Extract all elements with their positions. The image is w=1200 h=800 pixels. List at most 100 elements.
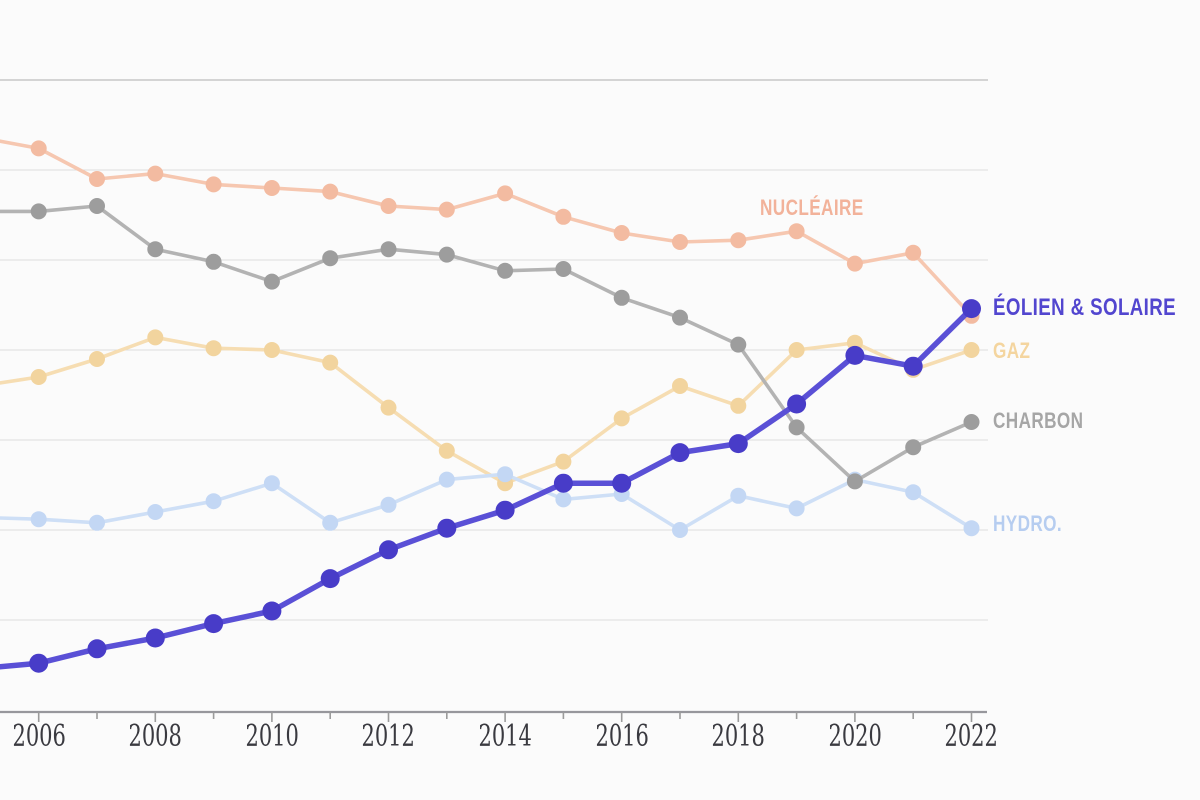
series-line-nucleaire xyxy=(0,139,974,318)
series-point-eolien xyxy=(29,653,49,673)
series-point-charbon xyxy=(322,250,339,267)
series-point-charbon xyxy=(672,309,688,326)
series-point-nucleaire xyxy=(322,183,339,200)
x-axis-label-text: 2006 xyxy=(11,719,66,754)
series-point-eolien xyxy=(495,500,515,520)
series-point-eolien xyxy=(787,394,807,414)
series-point-gaz xyxy=(788,342,805,358)
series-point-charbon xyxy=(89,198,105,214)
series-point-hydro xyxy=(89,514,105,531)
series-label-eolien-solaire: ÉOLIEN & SOLAIRE xyxy=(993,294,1177,321)
series-point-gaz xyxy=(205,340,222,357)
series-line-charbon xyxy=(0,204,974,484)
series-point-eolien xyxy=(204,614,224,634)
series-point-nucleaire xyxy=(613,225,630,241)
series-point-eolien xyxy=(87,639,107,659)
x-axis-label-text: 2014 xyxy=(478,719,532,754)
x-axis-label-text: 2020 xyxy=(828,719,882,754)
series-point-hydro xyxy=(555,491,572,508)
series-line-eolien xyxy=(0,305,975,670)
series-point-nucleaire xyxy=(380,198,397,214)
series-point-gaz xyxy=(147,329,164,346)
series-label-nucleaire: NUCLÉAIRE xyxy=(760,195,864,220)
x-axis-label-text: 2010 xyxy=(245,719,299,754)
series-point-hydro xyxy=(322,514,339,531)
series-point-eolien xyxy=(553,473,573,493)
series-label-hydro: HYDRO. xyxy=(993,511,1063,536)
series-point-eolien xyxy=(962,299,981,319)
series-point-hydro xyxy=(380,496,397,513)
series-point-charbon xyxy=(905,439,922,456)
series-point-eolien xyxy=(262,601,282,621)
series-label-gaz: GAZ xyxy=(993,338,1031,363)
x-axis-label: 2014 xyxy=(445,722,565,752)
x-axis-label: 2016 xyxy=(562,722,682,752)
x-axis-label: 2020 xyxy=(795,722,915,752)
x-axis-label-text: 2018 xyxy=(711,719,766,754)
series-point-charbon xyxy=(730,336,747,353)
series-point-nucleaire xyxy=(438,201,455,218)
series-point-hydro xyxy=(497,466,514,483)
series-line-gaz xyxy=(0,335,974,486)
series-point-charbon xyxy=(147,241,164,258)
x-axis-label-text: 2016 xyxy=(594,719,649,754)
series-point-eolien xyxy=(612,473,632,493)
series-point-hydro xyxy=(263,475,280,492)
series-point-gaz xyxy=(322,354,339,371)
series-point-hydro xyxy=(205,493,222,510)
series-point-gaz xyxy=(963,342,980,358)
series-point-eolien xyxy=(728,434,748,454)
series-point-charbon xyxy=(788,419,805,436)
series-point-eolien xyxy=(845,345,865,365)
series-point-gaz xyxy=(438,442,455,459)
series-point-eolien xyxy=(379,540,398,560)
series-point-gaz xyxy=(730,397,747,414)
series-point-eolien xyxy=(320,569,340,589)
series-point-hydro xyxy=(963,520,980,537)
series-point-gaz xyxy=(672,378,688,394)
series-point-nucleaire xyxy=(497,185,514,202)
series-point-gaz xyxy=(30,369,47,385)
series-point-nucleaire xyxy=(555,208,572,225)
x-axis-label: 2008 xyxy=(95,722,215,752)
series-line-hydro xyxy=(0,472,974,532)
series-point-charbon xyxy=(555,261,572,277)
series-point-gaz xyxy=(613,410,630,427)
x-axis-label-text: 2012 xyxy=(361,719,416,754)
series-point-nucleaire xyxy=(788,223,805,240)
series-point-gaz xyxy=(263,342,280,358)
x-axis-label: 2012 xyxy=(329,722,449,752)
series-point-eolien xyxy=(145,628,165,648)
series-point-nucleaire xyxy=(205,176,222,193)
series-point-eolien xyxy=(903,356,923,376)
series-point-nucleaire xyxy=(905,244,922,261)
x-axis-label-text: 2008 xyxy=(128,719,183,754)
series-label-charbon: CHARBON xyxy=(993,408,1084,433)
series-point-gaz xyxy=(89,351,105,367)
series-point-nucleaire xyxy=(672,234,688,250)
series-point-nucleaire xyxy=(730,232,747,249)
x-axis-label: 2006 xyxy=(0,722,99,752)
series-point-eolien xyxy=(437,518,457,538)
series-point-charbon xyxy=(380,241,397,258)
series-point-charbon xyxy=(30,203,47,220)
series-point-hydro xyxy=(30,511,47,528)
series-point-gaz xyxy=(380,399,397,416)
series-point-charbon xyxy=(438,246,455,263)
series-point-nucleaire xyxy=(30,140,47,157)
x-axis-label: 2010 xyxy=(212,722,332,752)
series-point-charbon xyxy=(963,414,980,430)
series-point-hydro xyxy=(438,471,455,488)
series-point-charbon xyxy=(205,253,222,270)
x-axis-label: 2022 xyxy=(912,722,1032,752)
series-point-charbon xyxy=(263,273,280,290)
series-point-hydro xyxy=(730,487,747,504)
series-point-gaz xyxy=(555,453,572,470)
series-point-hydro xyxy=(147,504,164,520)
series-point-nucleaire xyxy=(89,171,105,187)
series-point-hydro xyxy=(672,522,688,538)
series-point-hydro xyxy=(905,484,922,501)
series-point-charbon xyxy=(846,473,863,490)
